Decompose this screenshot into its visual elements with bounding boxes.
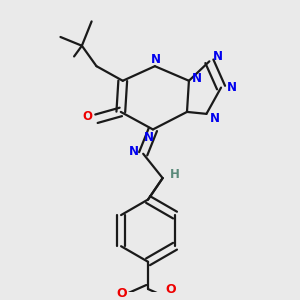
Text: H: H	[170, 168, 180, 181]
Text: N: N	[227, 81, 237, 94]
Text: O: O	[116, 287, 127, 300]
Text: N: N	[144, 131, 154, 144]
Text: O: O	[165, 283, 176, 296]
Text: O: O	[83, 110, 93, 123]
Text: N: N	[213, 50, 223, 63]
Text: N: N	[151, 53, 161, 66]
Text: N: N	[128, 145, 139, 158]
Text: N: N	[210, 112, 220, 125]
Text: N: N	[192, 72, 202, 85]
